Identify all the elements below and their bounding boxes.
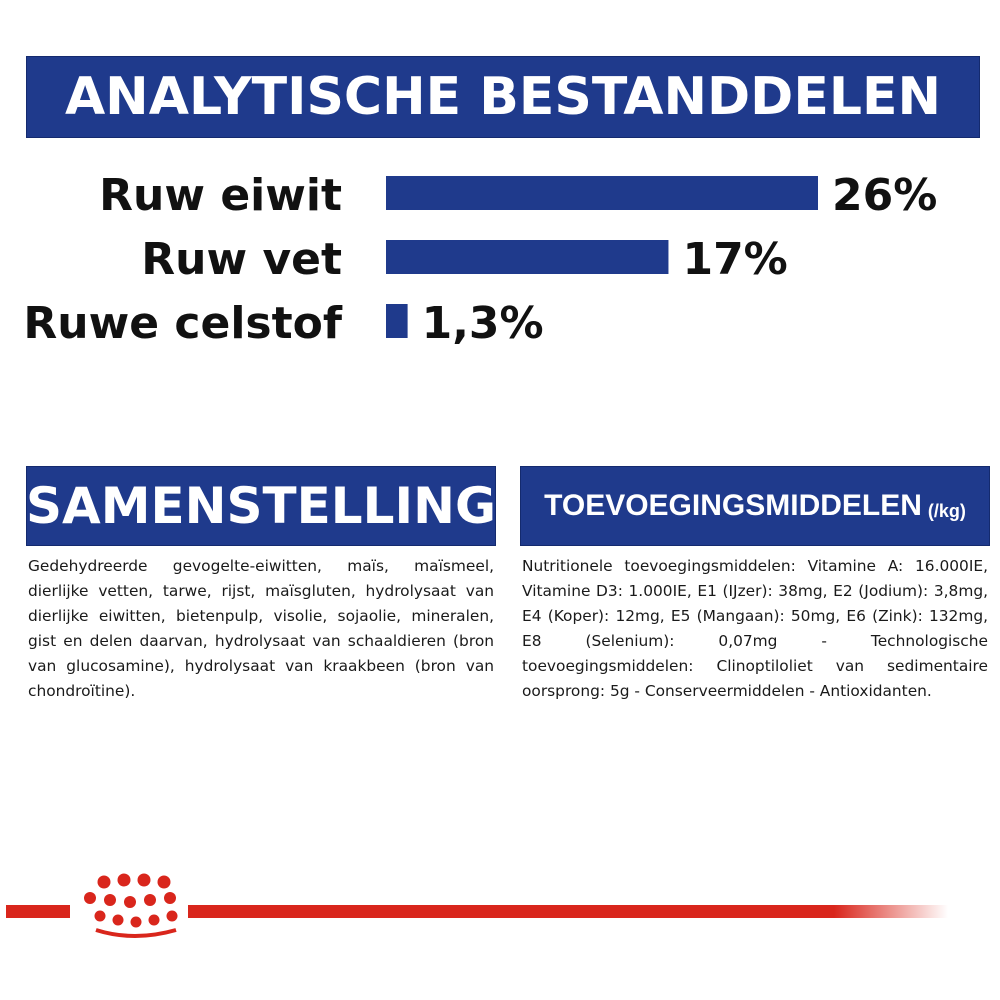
chart-title-banner: ANALYTISCHE BESTANDDELEN — [26, 56, 980, 138]
footer-line-right — [188, 905, 948, 918]
additives-title: TOEVOEGINGSMIDDELEN — [544, 489, 922, 522]
additives-unit: (/kg) — [927, 500, 966, 521]
bar-category-label: Ruw vet — [141, 234, 342, 285]
bar-value-label: 1,3% — [422, 298, 544, 349]
footer-brand-strip — [6, 873, 948, 938]
additives-text: Nutritionele toevoegingsmiddelen: Vitami… — [522, 557, 988, 700]
bar — [386, 304, 408, 338]
bar-category-label: Ruw eiwit — [99, 170, 342, 221]
composition-banner: SAMENSTELLING — [26, 466, 496, 546]
additives-banner: TOEVOEGINGSMIDDELEN (/kg) — [520, 466, 990, 546]
bar-category-label: Ruwe celstof — [23, 298, 342, 349]
bar-value-label: 26% — [832, 170, 937, 221]
bar — [386, 240, 669, 274]
composition-title: SAMENSTELLING — [26, 477, 496, 535]
bar — [386, 176, 818, 210]
analytical-constituents-chart: Ruw eiwit 26% Ruw vet 17% Ruwe celstof 1,3% — [23, 170, 937, 349]
composition-text: Gedehydreerde gevogelte-eiwitten, maïs, … — [28, 557, 494, 700]
footer-line-left — [6, 905, 70, 918]
chart-title: ANALYTISCHE BESTANDDELEN — [64, 67, 942, 127]
royal-canin-crown-icon — [84, 873, 178, 938]
bar-value-label: 17% — [682, 234, 787, 285]
